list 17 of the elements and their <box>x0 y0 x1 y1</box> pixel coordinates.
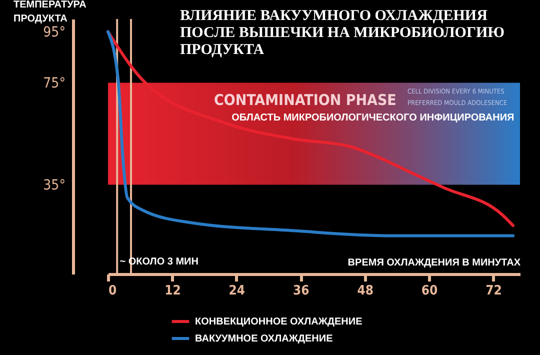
chart-title: ВЛИЯНИЕ ВАКУУМНОГО ОХЛАЖДЕНИЯ ПОСЛЕ ВЫШЕЧКИ НА МИКРОБИОЛОГИЮ ПРОДУКТА <box>180 8 505 58</box>
annotation: ОБЛАСТЬ МИКРОБИОЛОГИЧЕСКОГО ИНФИЦИРОВАНИЯ <box>232 112 514 124</box>
y-axis-title: ТЕМПЕРАТУРА ПРОДУКТА <box>14 0 86 24</box>
y-tick-label: 75° <box>43 75 66 92</box>
x-tick-label: 48 <box>357 284 374 298</box>
x-tick-label: 12 <box>164 284 181 298</box>
y-tick-label: 95° <box>43 24 66 40</box>
x-axis-title: ВРЕМЯ ОХЛАЖДЕНИЯ В МИНУТАХ <box>348 258 521 268</box>
legend-label: КОНВЕКЦИОННОЕ ОХЛАЖДЕНИЕ <box>195 316 363 328</box>
x-tick-label: 72 <box>486 284 502 298</box>
x-tick-label: 24 <box>228 284 246 298</box>
x-tick-label: 36 <box>292 284 310 298</box>
x-tick-label: 60 <box>421 284 438 298</box>
y-tick-label: 35° <box>43 177 66 194</box>
band-label: CONTAMINATION PHASE <box>214 91 396 110</box>
legend-label: ВАКУУМНОЕ ОХЛАЖДЕНИЕ <box>195 334 334 344</box>
x-tick-label: 0 <box>108 284 117 298</box>
